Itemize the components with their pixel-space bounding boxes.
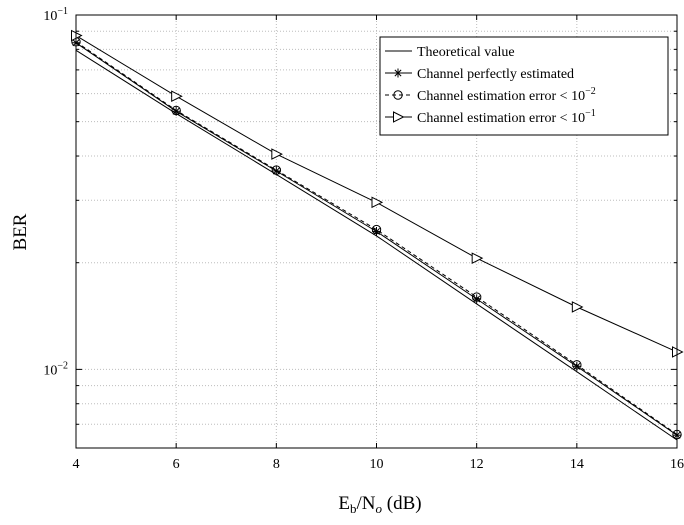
- triangle-marker: [171, 90, 183, 103]
- legend-box: [379, 36, 669, 136]
- asterisk-stroke: [272, 167, 280, 175]
- x-axis-label-sub2: o: [376, 501, 383, 516]
- triangle-marker: [393, 111, 405, 123]
- x-axis-label-base: E: [338, 493, 350, 514]
- y-tick-label-base: 10: [43, 363, 57, 378]
- legend-label: Channel perfectly estimated: [417, 67, 574, 82]
- circle-marker: [471, 292, 482, 302]
- x-axis-label: Eb/No (dB): [338, 493, 421, 516]
- circle-marker: [371, 224, 382, 235]
- x-tick-label: 6: [173, 457, 180, 472]
- y-tick-label-exponent: −2: [57, 360, 68, 371]
- circle-marker: [393, 90, 403, 100]
- asterisk-stroke: [172, 107, 180, 115]
- y-tick-label-base: 10: [43, 9, 57, 24]
- x-axis-label-mid: /N: [357, 493, 376, 514]
- triangle-marker: [271, 148, 283, 160]
- y-tick-label: 10−2: [43, 360, 68, 378]
- circle-marker: [171, 105, 181, 116]
- circle-marker: [572, 360, 582, 370]
- legend-label-text: Theoretical value: [417, 45, 515, 60]
- legend-label-text: Channel estimation error < 10: [417, 89, 585, 104]
- legend-label-text: Channel estimation error < 10: [417, 111, 585, 126]
- series-layer: [71, 29, 684, 441]
- circle-marker: [271, 165, 282, 175]
- legend-label-text: Channel perfectly estimated: [417, 67, 574, 82]
- legend-label-exponent: −2: [585, 86, 596, 97]
- legend-label: Channel estimation error < 10−1: [417, 108, 596, 126]
- x-tick-label: 16: [670, 457, 684, 472]
- legend: Theoretical value Channel perfectly estim…: [379, 36, 669, 136]
- triangle-marker: [471, 252, 484, 264]
- y-tick-label: 10−1: [43, 6, 68, 24]
- legend-label: Theoretical value: [417, 45, 515, 60]
- x-tick-label: 10: [370, 457, 384, 472]
- x-axis-label-sub1: b: [350, 501, 357, 516]
- triangle-marker: [571, 301, 584, 313]
- x-tick-label: 14: [570, 457, 584, 472]
- triangle-marker: [371, 196, 384, 209]
- x-tick-label: 4: [73, 457, 80, 472]
- asterisk-stroke: [394, 69, 402, 77]
- x-axis-label-unit: (dB): [382, 493, 422, 514]
- legend-label: Channel estimation error < 10−2: [417, 86, 596, 104]
- legend-label-exponent: −1: [585, 108, 596, 119]
- asterisk-marker: [393, 68, 403, 78]
- y-axis-label: BER: [10, 213, 31, 250]
- series-line: [75, 41, 678, 435]
- y-tick-label-exponent: −1: [57, 6, 68, 17]
- x-tick-label: 8: [273, 457, 280, 472]
- x-tick-label: 12: [470, 457, 484, 472]
